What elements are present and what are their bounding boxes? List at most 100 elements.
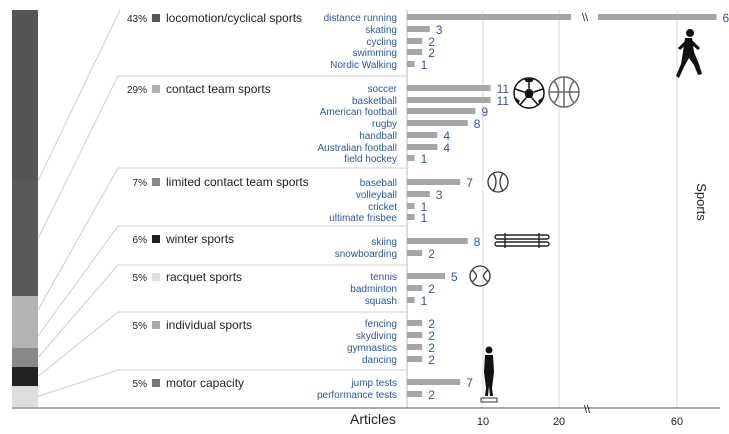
value-label: 3	[436, 23, 443, 37]
category-label: American football	[320, 107, 397, 118]
category-label: Nordic Walking	[330, 60, 397, 71]
category-label: skydiving	[356, 331, 397, 342]
value-label: 1	[421, 152, 428, 166]
value-label: 5	[451, 270, 458, 284]
category-label: fencing	[365, 319, 397, 330]
category-label: skiing	[371, 237, 397, 248]
bar	[407, 214, 415, 220]
connector-line	[37, 225, 119, 337]
x-tick-label: 20	[553, 416, 565, 428]
soccer-ball-icon	[513, 77, 545, 109]
group-swatch	[152, 14, 160, 22]
value-label: 1	[421, 211, 428, 225]
jumper-icon	[480, 346, 498, 403]
value-label: 1	[421, 58, 428, 72]
stripe-block	[12, 181, 38, 296]
side-title: Sports	[694, 183, 709, 221]
bar	[407, 250, 423, 256]
value-label: 2	[428, 329, 435, 343]
group-name: contact team sports	[166, 82, 271, 96]
group-percent: 43%	[127, 14, 147, 25]
value-label: 2	[428, 46, 435, 60]
group-name: limited contact team sports	[166, 175, 309, 189]
stripe-block	[12, 296, 38, 324]
bar	[407, 344, 423, 350]
category-label: cycling	[366, 37, 397, 48]
connector-line	[37, 264, 119, 358]
connector-line	[37, 369, 119, 397]
bars: distance running \\ 65 skating 3 cycling 2 swim…	[317, 11, 729, 402]
group-swatch	[152, 235, 160, 243]
value-label: 8	[474, 117, 481, 131]
category-label: swimming	[353, 48, 397, 59]
category-label: distance running	[324, 13, 397, 24]
bar	[407, 108, 476, 114]
connector-lines	[37, 9, 121, 397]
value-label: 2	[428, 247, 435, 261]
bar	[407, 391, 423, 397]
group-name: motor capacity	[166, 376, 244, 390]
basketball-icon	[548, 76, 580, 108]
value-label: 2	[428, 282, 435, 296]
x-tick-label: 60	[671, 416, 683, 428]
value-label: 2	[428, 341, 435, 355]
group-swatch	[152, 321, 160, 329]
group-percent: 5%	[133, 273, 148, 284]
category-label: Australian football	[318, 143, 398, 154]
bar	[407, 97, 491, 103]
value-label: 4	[443, 141, 450, 155]
x-tick-label: 10	[477, 416, 489, 428]
connector-line	[37, 9, 121, 182]
value-label: 7	[466, 176, 473, 190]
bar	[407, 356, 423, 362]
bar	[407, 38, 423, 44]
bar	[407, 332, 423, 338]
group-name: locomotion/cyclical sports	[166, 11, 302, 25]
value-label: 11	[497, 82, 510, 96]
category-label: dancing	[362, 355, 397, 366]
category-label: jump tests	[350, 378, 397, 389]
value-label: 3	[436, 188, 443, 202]
bar-continued	[598, 14, 717, 20]
category-label: tennis	[370, 272, 397, 283]
bar-break-mark: \\	[582, 12, 589, 24]
group-name: racquet sports	[166, 270, 242, 284]
bar	[407, 273, 445, 279]
stripe-block	[12, 367, 38, 386]
category-label: gymnastics	[347, 343, 397, 354]
value-label: 9	[481, 105, 488, 119]
category-label: soccer	[368, 84, 398, 95]
value-label: 2	[428, 353, 435, 367]
bar	[407, 320, 423, 326]
bar	[407, 61, 415, 67]
group-name: individual sports	[166, 318, 252, 332]
bar	[407, 155, 415, 161]
bar	[407, 285, 423, 291]
connector-line	[37, 167, 119, 311]
category-label: badminton	[350, 284, 397, 295]
bar	[407, 132, 438, 138]
stripe-block	[12, 386, 38, 407]
group-percent: 29%	[127, 85, 147, 96]
bar	[407, 85, 491, 91]
value-label: 8	[474, 235, 481, 249]
axis-break-mark: \\	[584, 404, 591, 416]
bar	[407, 238, 468, 244]
tennis-ball-icon	[469, 265, 491, 287]
stripe-block	[12, 10, 38, 181]
category-label: handball	[359, 131, 397, 142]
bar	[407, 191, 430, 197]
value-label: 2	[428, 317, 435, 331]
bar	[407, 203, 415, 209]
baseball-icon	[487, 171, 509, 193]
runner-icon	[676, 29, 702, 78]
group-labels: 43% locomotion/cyclical sports 29% contact …	[118, 11, 408, 390]
value-label: 4	[443, 129, 450, 143]
bar	[407, 26, 430, 32]
bar	[407, 379, 461, 385]
value-label: 1	[421, 200, 428, 214]
category-label: volleyball	[356, 190, 397, 201]
group-swatch	[152, 85, 160, 93]
stripe-block	[12, 348, 38, 367]
